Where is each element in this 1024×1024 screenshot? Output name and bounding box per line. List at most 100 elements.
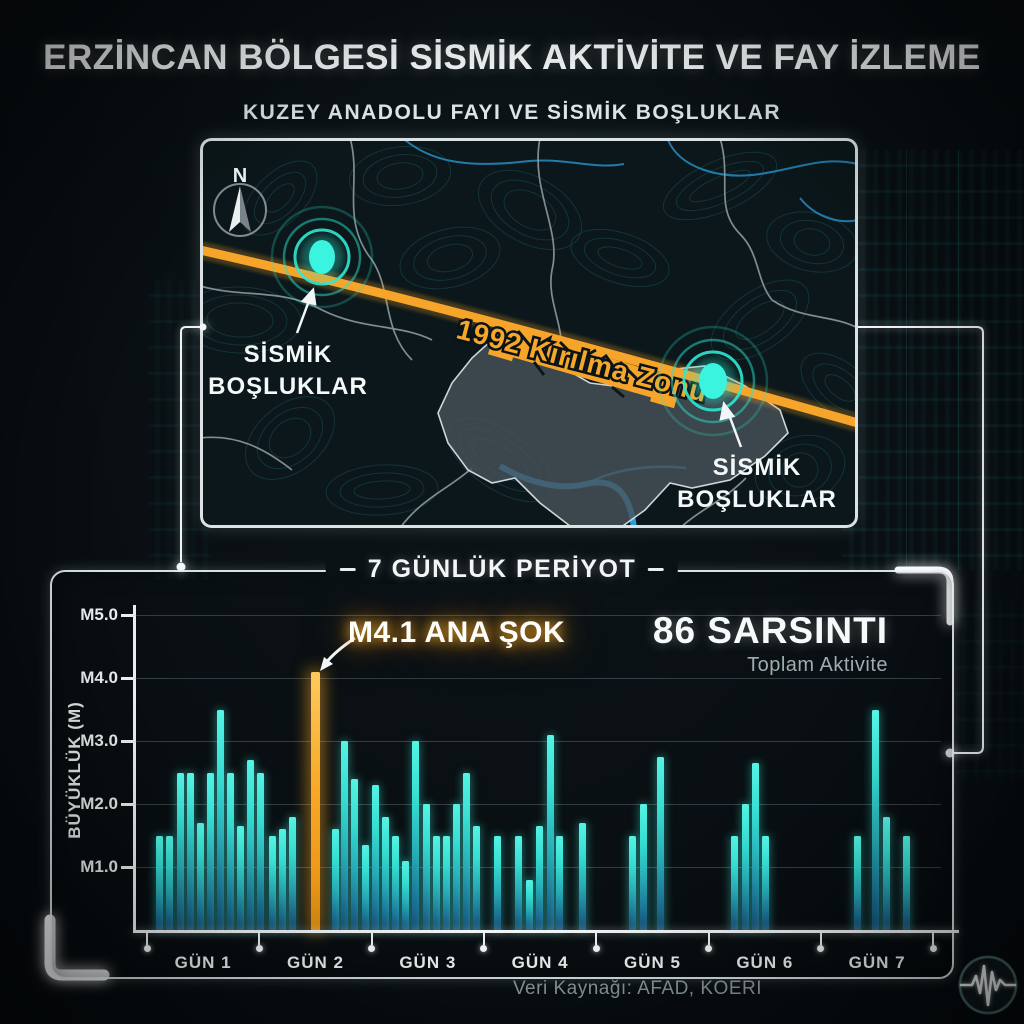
rupture-zone (487, 319, 685, 409)
day-tick (595, 932, 598, 945)
magnitude-bar (472, 826, 480, 930)
magnitude-bar (256, 772, 264, 930)
magnitude-bar (422, 804, 430, 930)
data-noise-right (842, 150, 1024, 570)
grid-line-vertical (958, 150, 959, 570)
day-tick (932, 932, 935, 945)
day-tick-dot (817, 945, 825, 952)
magnitude-bar (546, 734, 554, 930)
magnitude-bar (493, 835, 501, 930)
total-activity-block: 86 SARSINTI Toplam Aktivite (653, 610, 888, 677)
day-tick-dot (705, 945, 713, 952)
magnitude-bar (525, 879, 533, 930)
weekly-activity-panel: 7 GÜNLÜK PERİYOT BÜYÜKLÜK (M) M4.1 ANA Ş… (50, 555, 959, 979)
magnitude-bar (432, 835, 440, 930)
data-source: Veri Kaynağı: AFAD, KOERI (512, 978, 762, 999)
day-tick-dot (929, 945, 937, 952)
day-tick-dot (143, 945, 151, 952)
day-label: GÜN 3 (399, 953, 457, 972)
fault-map-panel: 1992 Kırılma Zonu (200, 138, 858, 528)
compass-circle (213, 183, 267, 237)
province-borders (200, 138, 858, 528)
day-tick (707, 932, 710, 945)
magnitude-bar (246, 759, 254, 930)
day-label: GÜN 2 (287, 953, 344, 972)
day-tick-dot (592, 945, 600, 952)
y-tick-label: M3.0 (80, 731, 118, 750)
y-axis-line (133, 605, 136, 932)
magnitude-bar (514, 835, 522, 930)
magnitude-bar (278, 829, 286, 930)
magnitude-bar (236, 826, 244, 930)
compass-n-label: N (233, 165, 247, 187)
grid-line-vertical (906, 150, 907, 570)
day-label: GÜN 4 (511, 953, 569, 972)
day-tick-dot (368, 945, 376, 952)
magnitude-bar (535, 826, 543, 930)
mainshock-bar (310, 671, 320, 930)
magnitude-bar (196, 822, 204, 930)
grid-line (133, 614, 941, 616)
magnitude-bar (751, 763, 759, 930)
magnitude-bar (853, 835, 861, 930)
total-caption: Toplam Aktivite (747, 654, 888, 676)
magnitude-bar (340, 741, 348, 930)
magnitude-bar (350, 778, 358, 930)
magnitude-bar (578, 822, 586, 930)
y-tick-dash (121, 614, 133, 617)
gap-arrow-right (719, 401, 743, 448)
magnitude-bar (361, 844, 369, 930)
y-tick-label: M2.0 (80, 794, 118, 813)
magnitude-bar (761, 835, 769, 930)
magnitude-bar (381, 816, 389, 930)
day-label: GÜN 5 (624, 953, 681, 972)
compass-needle-light (229, 186, 240, 232)
magnitude-bar (206, 772, 214, 930)
magnitude-bar (176, 772, 184, 930)
magnitude-bar (216, 709, 224, 930)
total-count: 86 SARSINTI (652, 610, 888, 651)
day-tick (146, 932, 148, 945)
seismic-gap-right (657, 325, 769, 437)
day-tick (370, 932, 373, 945)
crack-pattern (516, 330, 653, 399)
magnitude-bar (442, 835, 450, 930)
magnitude-bar (288, 816, 296, 930)
magnitude-bar (371, 785, 379, 930)
magnitude-bar (656, 756, 664, 930)
river-lines (404, 139, 858, 223)
gap-label-right-line1: SİSMİK (713, 454, 802, 481)
day-label: GÜN 1 (174, 953, 232, 972)
magnitude-bar (155, 835, 163, 930)
connector-left (180, 326, 200, 562)
day-tick-dot (480, 945, 488, 952)
day-label: GÜN 6 (736, 953, 794, 972)
seismograph-icon (958, 955, 1018, 1015)
magnitude-bar (411, 741, 419, 930)
gap-arrow-left (295, 287, 317, 334)
y-axis-title: BÜYÜKLÜK (M) (65, 701, 84, 839)
compass-rose: N (213, 165, 267, 237)
grid-line (133, 740, 941, 742)
magnitude-bar (741, 804, 749, 930)
page-title: ERZİNCAN BÖLGESİ SİSMİK AKTİVİTE VE FAY … (43, 38, 981, 77)
day-tick (258, 932, 261, 945)
map-border (200, 138, 858, 528)
data-noise-bottom-right (955, 600, 1024, 780)
grid-line (133, 803, 941, 805)
magnitude-bar (882, 816, 890, 930)
y-tick-dash (121, 866, 133, 869)
day-tick (819, 932, 822, 945)
magnitude-bar (226, 772, 234, 930)
x-axis-line (133, 930, 959, 933)
fault-map: 1992 Kırılma Zonu (200, 138, 858, 528)
y-tick-label: M4.0 (80, 668, 118, 687)
y-tick-label: M1.0 (80, 857, 118, 876)
gap-label-left-line2: BOŞLUKLAR (208, 373, 368, 400)
mainshock-annotation: M4.1 ANA ŞOK (348, 616, 566, 649)
magnitude-bar (639, 804, 647, 930)
page-subtitle: KUZEY ANADOLU FAYI VE SİSMİK BOŞLUKLAR (242, 101, 782, 124)
day-tick (482, 932, 485, 945)
gap-label-right-line2: BOŞLUKLAR (677, 486, 837, 513)
